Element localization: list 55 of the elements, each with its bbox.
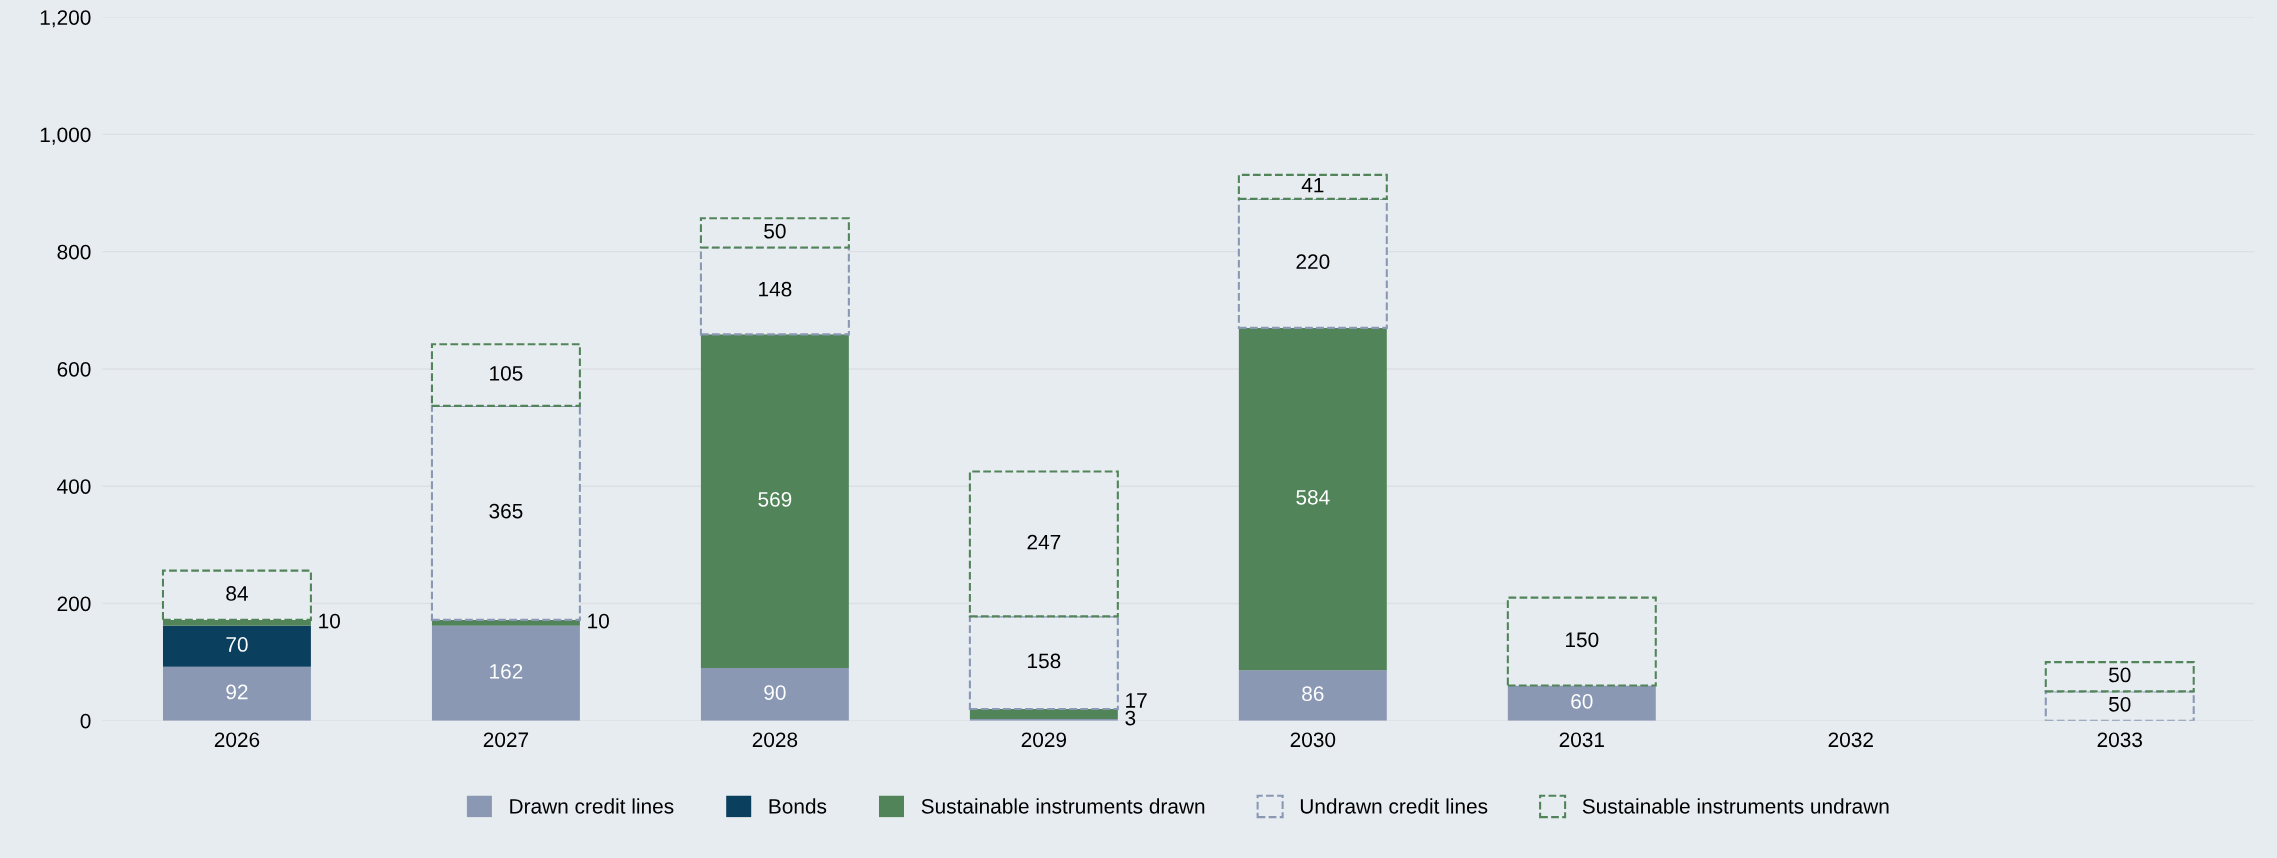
- x-tick-label: 2027: [483, 732, 529, 748]
- data-label: 220: [1296, 254, 1330, 269]
- data-label: 569: [758, 491, 792, 507]
- data-label: 17: [1126, 693, 1147, 708]
- data-label: 50: [2108, 696, 2131, 712]
- legend-label: Undrawn credit lines: [1300, 798, 1488, 814]
- x-tick-label: 2029: [1021, 732, 1067, 748]
- bar: [700, 667, 849, 721]
- data-label: 92: [226, 684, 248, 700]
- y-tick-label: 0: [80, 713, 91, 729]
- y-tick-label: 1,200: [40, 10, 91, 28]
- data-label: 50: [2108, 667, 2131, 683]
- y-tick-label: 600: [57, 361, 91, 377]
- bar: [700, 334, 849, 668]
- x-tick-label: 2032: [1828, 732, 1873, 748]
- bar: [1238, 670, 1387, 721]
- legend-label: Sustainable instruments undrawn: [1582, 798, 1889, 814]
- y-tick-label: 400: [57, 479, 91, 494]
- data-label: 158: [1028, 653, 1061, 669]
- data-label: 70: [226, 637, 248, 652]
- x-tick-label: 2033: [2097, 732, 2142, 748]
- data-label: 584: [1296, 489, 1330, 505]
- bar: [1506, 596, 1657, 687]
- data-label: 84: [226, 586, 248, 601]
- legend-label: Sustainable instruments drawn: [921, 798, 1205, 814]
- data-label: 60: [1571, 693, 1593, 709]
- bar: [969, 708, 1118, 719]
- data-label: 105: [490, 365, 523, 381]
- data-label: 150: [1566, 632, 1599, 648]
- x-tick-label: 2026: [214, 732, 260, 748]
- x-tick-label: 2031: [1559, 732, 1604, 748]
- bar: [431, 625, 580, 721]
- data-label: 10: [319, 613, 340, 629]
- data-label: 247: [1027, 534, 1061, 550]
- data-label: 3: [1125, 710, 1136, 726]
- bar: [1507, 685, 1656, 721]
- x-tick-label: 2028: [752, 732, 798, 748]
- legend-label: Drawn credit lines: [510, 798, 674, 814]
- data-label: 86: [1302, 686, 1324, 702]
- legend-label: Bonds: [769, 798, 827, 814]
- bar: [162, 666, 311, 721]
- y-tick-label: 200: [57, 596, 91, 612]
- data-label: 365: [489, 503, 523, 519]
- bar: [1238, 327, 1387, 671]
- bar: [431, 619, 580, 626]
- y-tick-label: 1,000: [40, 127, 91, 145]
- data-label: 162: [490, 664, 523, 679]
- data-label: 90: [764, 685, 786, 700]
- data-label: 10: [588, 613, 609, 629]
- data-label: 50: [764, 223, 786, 239]
- data-label: 41: [1301, 177, 1324, 193]
- y-tick-label: 800: [57, 244, 91, 260]
- x-tick-label: 2030: [1290, 732, 1336, 748]
- bar: [162, 625, 311, 667]
- data-label: 148: [759, 281, 792, 297]
